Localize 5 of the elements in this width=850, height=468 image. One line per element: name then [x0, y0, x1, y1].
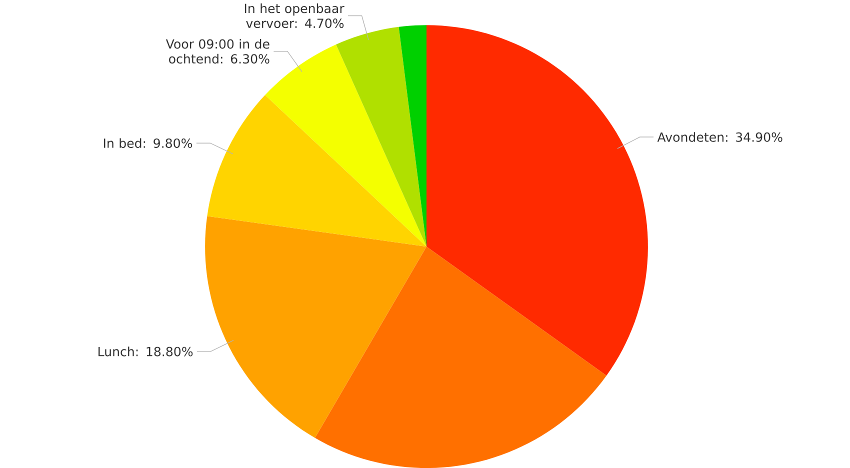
slice-label: In bed: 9.80% — [104, 138, 192, 148]
slice-label: Avondeten: 34.90% — [657, 132, 782, 142]
slice-label: Lunch: 18.80% — [98, 346, 193, 356]
slice-label: Voor 09:00 in de ochtend: 6.30% — [166, 38, 270, 64]
slice-label: In het openbaar vervoer: 4.70% — [244, 3, 344, 28]
